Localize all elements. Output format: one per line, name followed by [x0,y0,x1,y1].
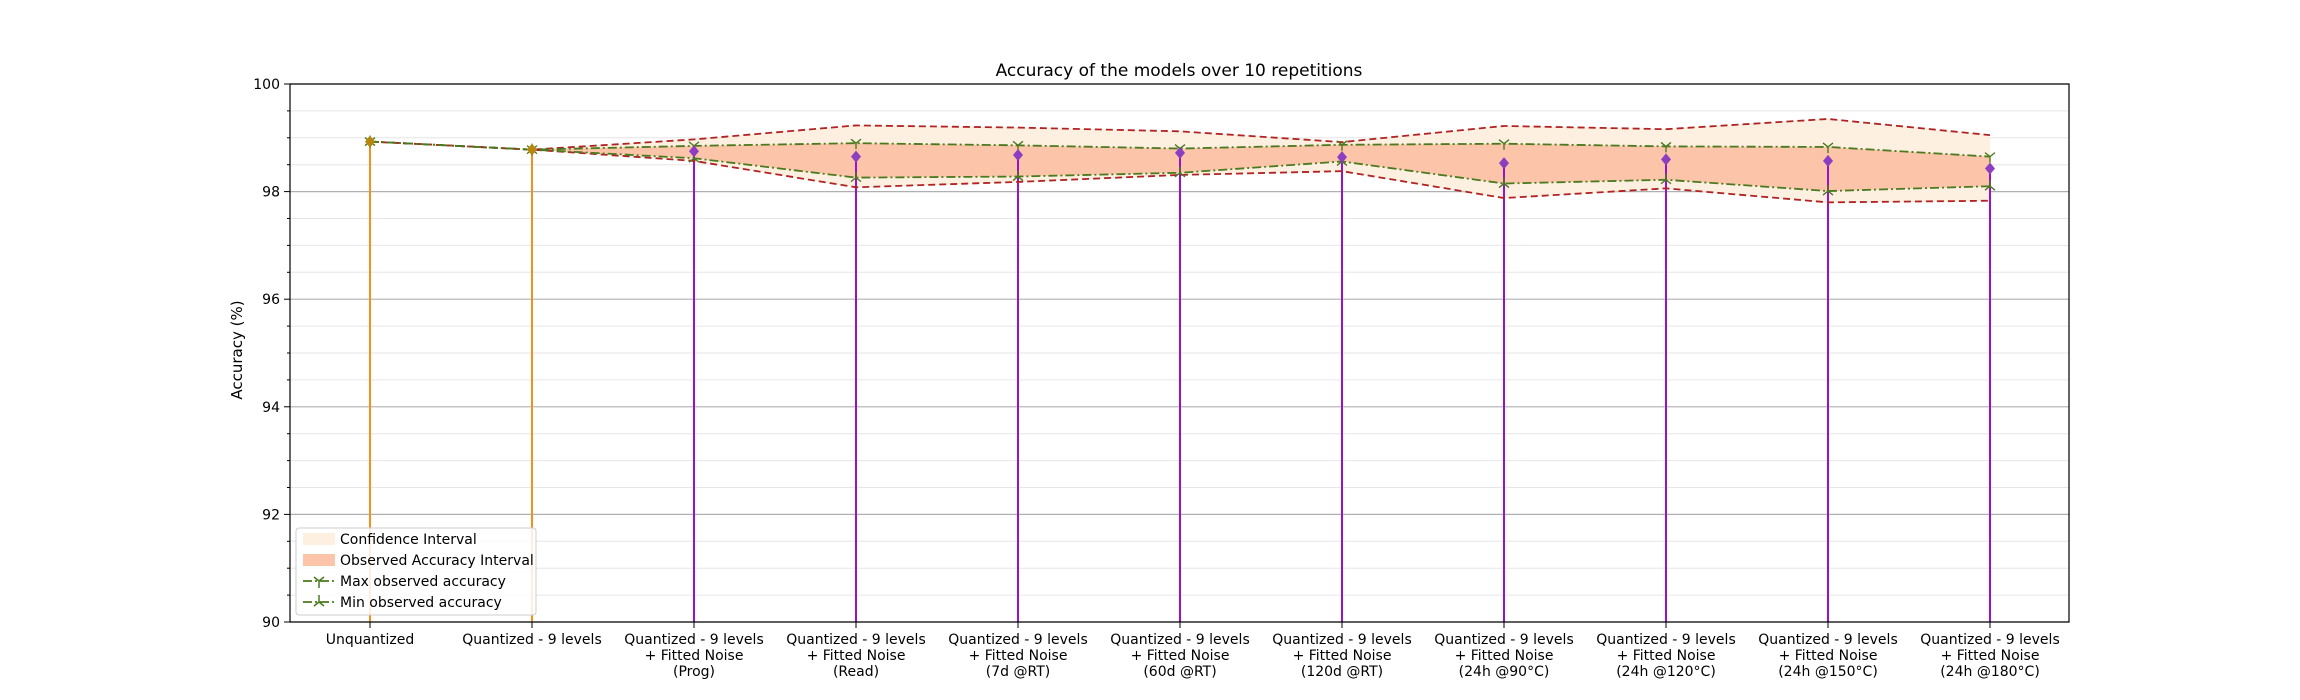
mean-marker [365,135,375,148]
mean-marker [1013,149,1023,162]
legend-label-max: Max observed accuracy [340,574,506,590]
mean-marker [1985,162,1995,175]
x-tick-label: Quantized - 9 levels + Fitted Noise (Read) [786,632,925,680]
x-tick-label: Unquantized [326,632,415,648]
legend-label-observed: Observed Accuracy Interval [340,553,534,569]
min-observed-marker [1012,170,1024,182]
stem-layer [369,141,1991,622]
y-tick-label: 96 [262,292,280,308]
mean-marker [1175,146,1185,159]
legend-swatch-confidence [303,533,335,545]
y-tick-label: 100 [253,77,280,93]
legend-label-min: Min observed accuracy [340,595,502,611]
y-tick-label: 98 [262,185,280,201]
max-observed-marker [1336,140,1348,151]
x-tick-label: Quantized - 9 levels + Fitted Noise (24h @… [1596,632,1735,680]
mean-marker [851,150,861,163]
min-observed-marker [850,171,862,183]
y-axis-title: Accuracy (%) [228,300,246,399]
legend-marker-max [313,576,325,588]
mean-marker [1499,157,1509,170]
legend-label-confidence: Confidence Interval [340,532,477,548]
legend-box [295,527,537,616]
x-tick-label: Quantized - 9 levels + Fitted Noise (60d @… [1110,632,1249,680]
x-tick-label: Quantized - 9 levels + Fitted Noise (120d … [1272,632,1411,680]
y-tick-label: 90 [262,615,280,631]
min-observed-marker [1822,185,1834,196]
max-observed-marker [1822,142,1834,153]
max-observed-marker [1498,139,1510,150]
y-tick-layer: 90 92 94 96 98 100 [253,77,290,631]
y-tick-label: 92 [262,507,280,523]
mean-marker [1337,151,1347,164]
x-tick-label: Quantized - 9 levels [462,632,601,648]
max-observed-marker [1984,152,1996,163]
chart-title: Accuracy of the models over 10 repetitio… [996,61,1363,81]
mean-marker [689,145,699,158]
min-observed-marker [1498,177,1510,189]
max-observed-line [369,140,1991,158]
min-observed-marker [1174,166,1186,178]
legend-swatch-observed [303,554,335,566]
x-tick-label: Quantized - 9 levels + Fitted Noise (24h @… [1758,632,1897,680]
x-tick-layer: Unquantized Quantized - 9 levels Quantized… [326,622,2060,680]
mean-marker [527,143,537,156]
min-observed-marker [1660,173,1672,185]
x-tick-label: Quantized - 9 levels + Fitted Noise (Prog) [624,632,763,680]
marker-layer [364,135,1996,196]
x-tick-label: Quantized - 9 levels + Fitted Noise (24h @… [1920,632,2059,680]
mean-marker [1823,154,1833,167]
max-observed-marker [850,138,862,150]
confidence-upper-line [369,118,1991,151]
x-tick-label: Quantized - 9 levels + Fitted Noise (24h @… [1434,632,1573,680]
x-tick-label: Quantized - 9 levels + Fitted Noise (7d @R… [948,632,1087,680]
confidence-lower-line [369,140,1991,204]
legend: Confidence Interval Observed Accuracy In… [295,527,537,616]
min-observed-marker [1984,180,1996,191]
mean-marker [1661,153,1671,166]
legend-marker-min [313,595,325,607]
y-tick-label: 94 [262,400,280,416]
max-observed-marker [1660,141,1672,153]
